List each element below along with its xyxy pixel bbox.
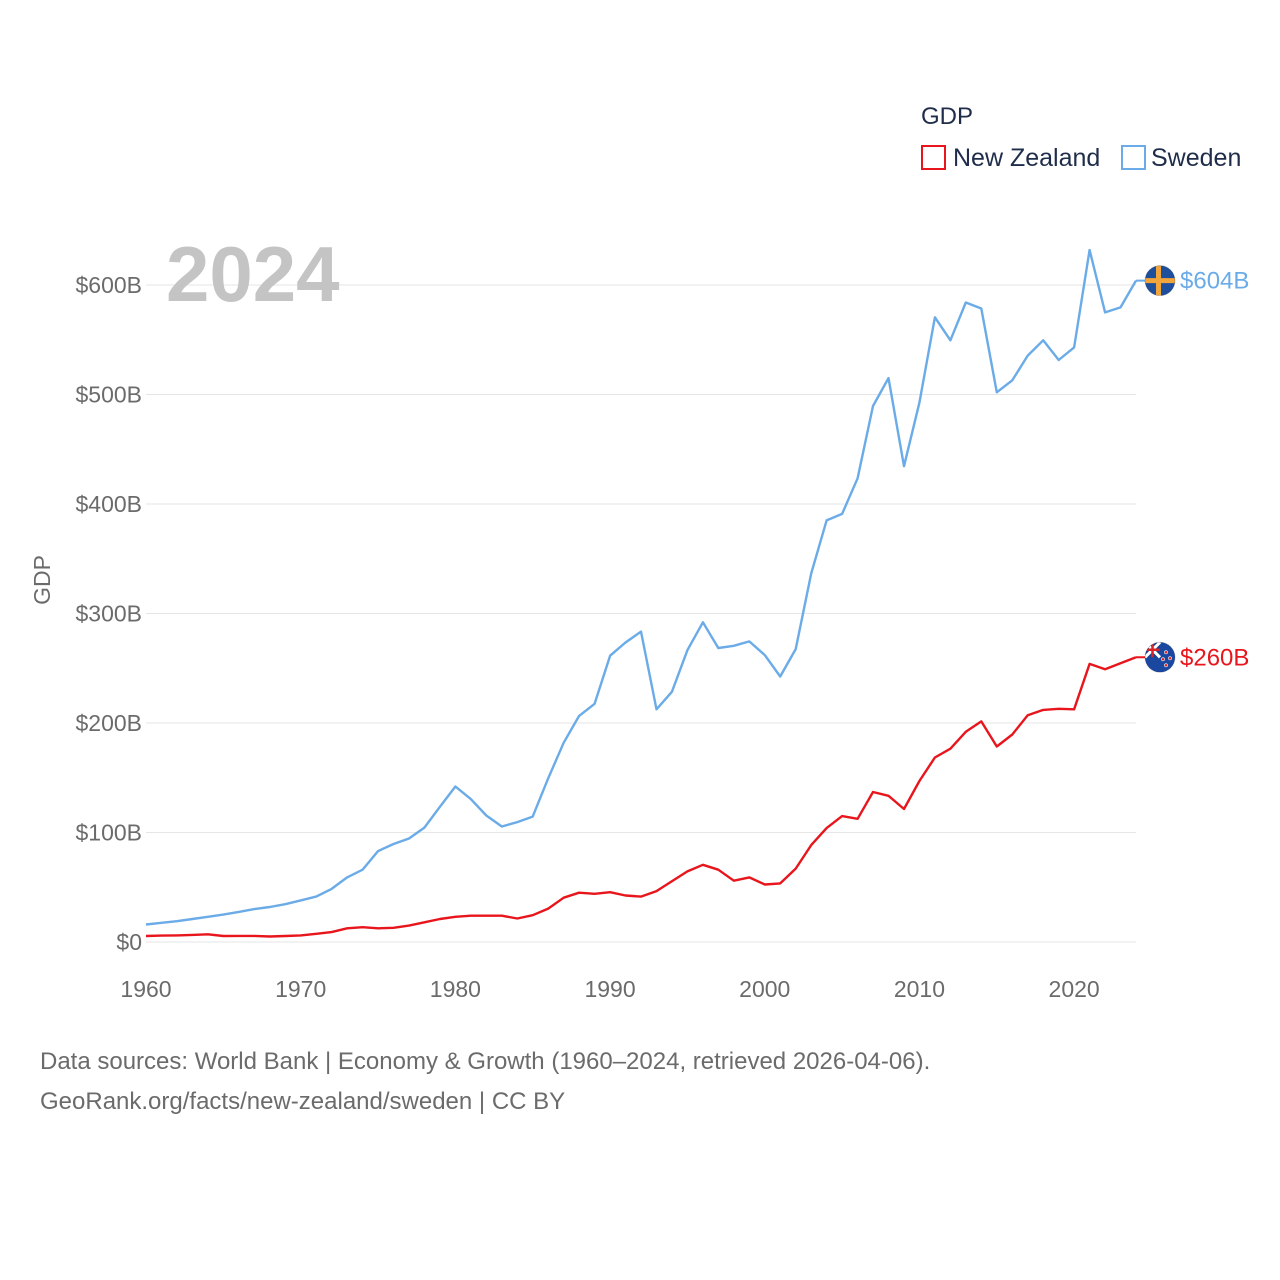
series-endpoints: $260B $604B — [1136, 265, 1249, 673]
y-tick-label: $400B — [75, 491, 142, 517]
license-line: GeoRank.org/facts/new-zealand/sweden | C… — [40, 1088, 566, 1115]
sweden-flag-icon — [1144, 265, 1176, 297]
year-watermark: 2024 — [166, 230, 340, 318]
legend: GDP New Zealand Sweden — [921, 103, 1241, 172]
x-tick-label: 2000 — [739, 976, 790, 1002]
series-lines — [145, 248, 1138, 938]
x-tick-label: 1990 — [584, 976, 635, 1002]
x-tick-label: 2020 — [1049, 976, 1100, 1002]
y-tick-label: $200B — [75, 710, 142, 736]
legend-item-sweden[interactable]: Sweden — [1121, 144, 1241, 172]
y-tick-label: $300B — [75, 601, 142, 627]
x-tick-label: 1970 — [275, 976, 326, 1002]
x-tick-label: 1960 — [120, 976, 171, 1002]
x-axis-ticks: 1960 1970 1980 1990 2000 2010 2020 — [120, 976, 1099, 1002]
legend-swatch-new-zealand — [921, 145, 946, 170]
legend-label-sweden: Sweden — [1151, 144, 1241, 172]
end-value-label-new-zealand: $260B — [1180, 644, 1249, 671]
x-tick-label: 1980 — [430, 976, 481, 1002]
x-tick-label: 2010 — [894, 976, 945, 1002]
series-line-sweden[interactable] — [145, 248, 1138, 926]
grid-lines — [146, 284, 1136, 943]
y-tick-label: $0 — [116, 929, 142, 955]
data-source-note: Data sources: World Bank | Economy & Gro… — [40, 1042, 1240, 1122]
y-tick-label: $500B — [75, 382, 142, 408]
gdp-line-chart: $0 $100B $200B $300B $400B $500B $600B 1960 197… — [29, 103, 1249, 1002]
legend-title: GDP — [921, 103, 973, 130]
source-line: Data sources: World Bank | Economy & Gro… — [40, 1048, 931, 1075]
y-axis-title: GDP — [29, 555, 55, 605]
end-value-label-sweden: $604B — [1180, 268, 1249, 295]
y-axis-ticks: $0 $100B $200B $300B $400B $500B $600B — [75, 272, 142, 955]
legend-item-new-zealand[interactable]: New Zealand — [921, 144, 1100, 172]
legend-swatch-sweden — [1121, 145, 1146, 170]
series-line-new-zealand[interactable] — [145, 656, 1137, 938]
y-tick-label: $100B — [75, 820, 142, 846]
y-tick-label: $600B — [75, 272, 142, 298]
new-zealand-flag-icon — [1144, 641, 1176, 673]
legend-label-new-zealand: New Zealand — [953, 144, 1100, 172]
